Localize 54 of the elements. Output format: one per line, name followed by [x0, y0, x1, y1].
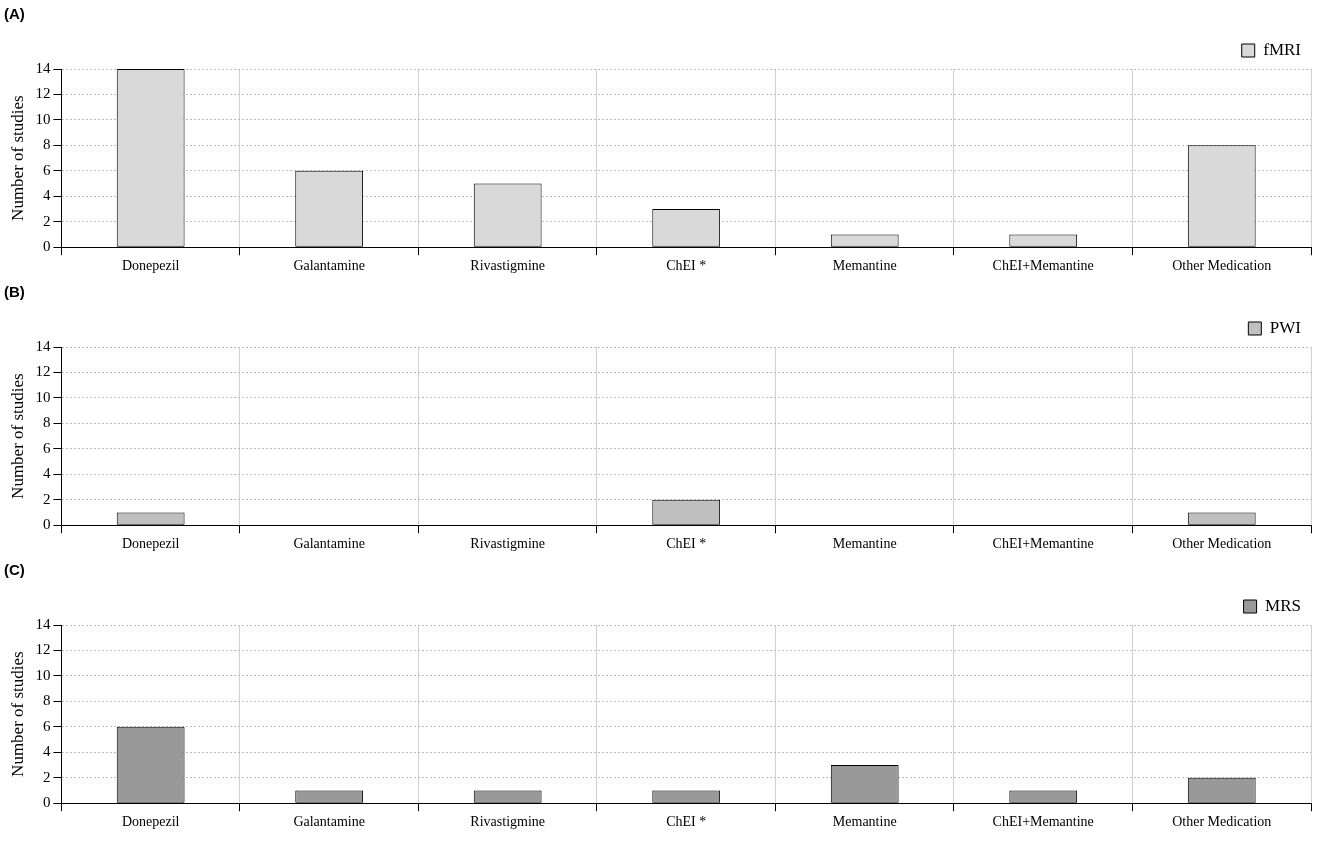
y-tick-label: 12: [35, 85, 51, 102]
legend-label: MRS: [1265, 595, 1302, 615]
x-tick-label: ChEI+Memantine: [992, 814, 1094, 830]
y-tick-label: 6: [42, 717, 51, 734]
y-tick-label: 8: [42, 414, 51, 431]
y-axis-title: Number of studies: [7, 651, 27, 777]
x-tick-label: Donepezil: [121, 536, 180, 552]
y-tick-label: 12: [35, 363, 51, 380]
x-tick-label: Memantine: [832, 258, 897, 274]
y-tick-label: 14: [35, 615, 51, 632]
legend-label: PWI: [1269, 317, 1302, 337]
y-tick-label: 10: [35, 388, 51, 405]
y-tick-label: 4: [42, 465, 51, 482]
x-tick-label: Memantine: [832, 814, 897, 830]
x-tick-label: Donepezil: [121, 814, 180, 830]
x-tick-label: ChEI *: [666, 536, 707, 552]
legend-label: fMRI: [1263, 39, 1302, 59]
x-tick-label: Other Medication: [1172, 536, 1272, 552]
y-tick-label: 10: [35, 110, 51, 127]
chart-title: (A): [4, 5, 25, 23]
y-tick-label: 2: [42, 490, 51, 507]
y-tick-label: 2: [42, 768, 51, 785]
y-tick-label: 14: [35, 59, 51, 76]
x-tick-label: Memantine: [832, 536, 897, 552]
x-tick-label: Rivastigmine: [470, 814, 546, 830]
chart-title: (B): [4, 283, 25, 301]
x-tick-label: Other Medication: [1172, 258, 1272, 274]
y-tick-label: 8: [42, 692, 51, 709]
y-tick-label: 6: [42, 439, 51, 456]
y-axis-title: Number of studies: [7, 95, 27, 221]
y-axis-title: Number of studies: [7, 373, 27, 499]
x-tick-label: ChEI *: [666, 814, 707, 830]
y-tick-label: 0: [42, 794, 51, 811]
y-tick-label: 14: [35, 337, 51, 354]
x-tick-label: ChEI+Memantine: [992, 258, 1094, 274]
y-tick-label: 0: [42, 238, 51, 255]
y-tick-label: 8: [42, 136, 51, 153]
y-tick-label: 4: [42, 743, 51, 760]
x-tick-label: Rivastigmine: [470, 536, 546, 552]
y-tick-label: 6: [42, 161, 51, 178]
y-tick-label: 12: [35, 641, 51, 658]
chart-title: (C): [4, 561, 25, 579]
x-tick-label: Rivastigmine: [470, 258, 546, 274]
x-tick-label: Galantamine: [293, 814, 365, 830]
y-tick-label: 10: [35, 666, 51, 683]
x-tick-label: Galantamine: [293, 258, 365, 274]
x-tick-label: ChEI *: [666, 258, 707, 274]
y-tick-label: 2: [42, 212, 51, 229]
x-tick-label: Galantamine: [293, 536, 365, 552]
x-tick-label: Other Medication: [1172, 814, 1272, 830]
x-tick-label: Donepezil: [121, 258, 180, 274]
y-tick-label: 4: [42, 187, 51, 204]
y-tick-label: 0: [42, 516, 51, 533]
x-tick-label: ChEI+Memantine: [992, 536, 1094, 552]
